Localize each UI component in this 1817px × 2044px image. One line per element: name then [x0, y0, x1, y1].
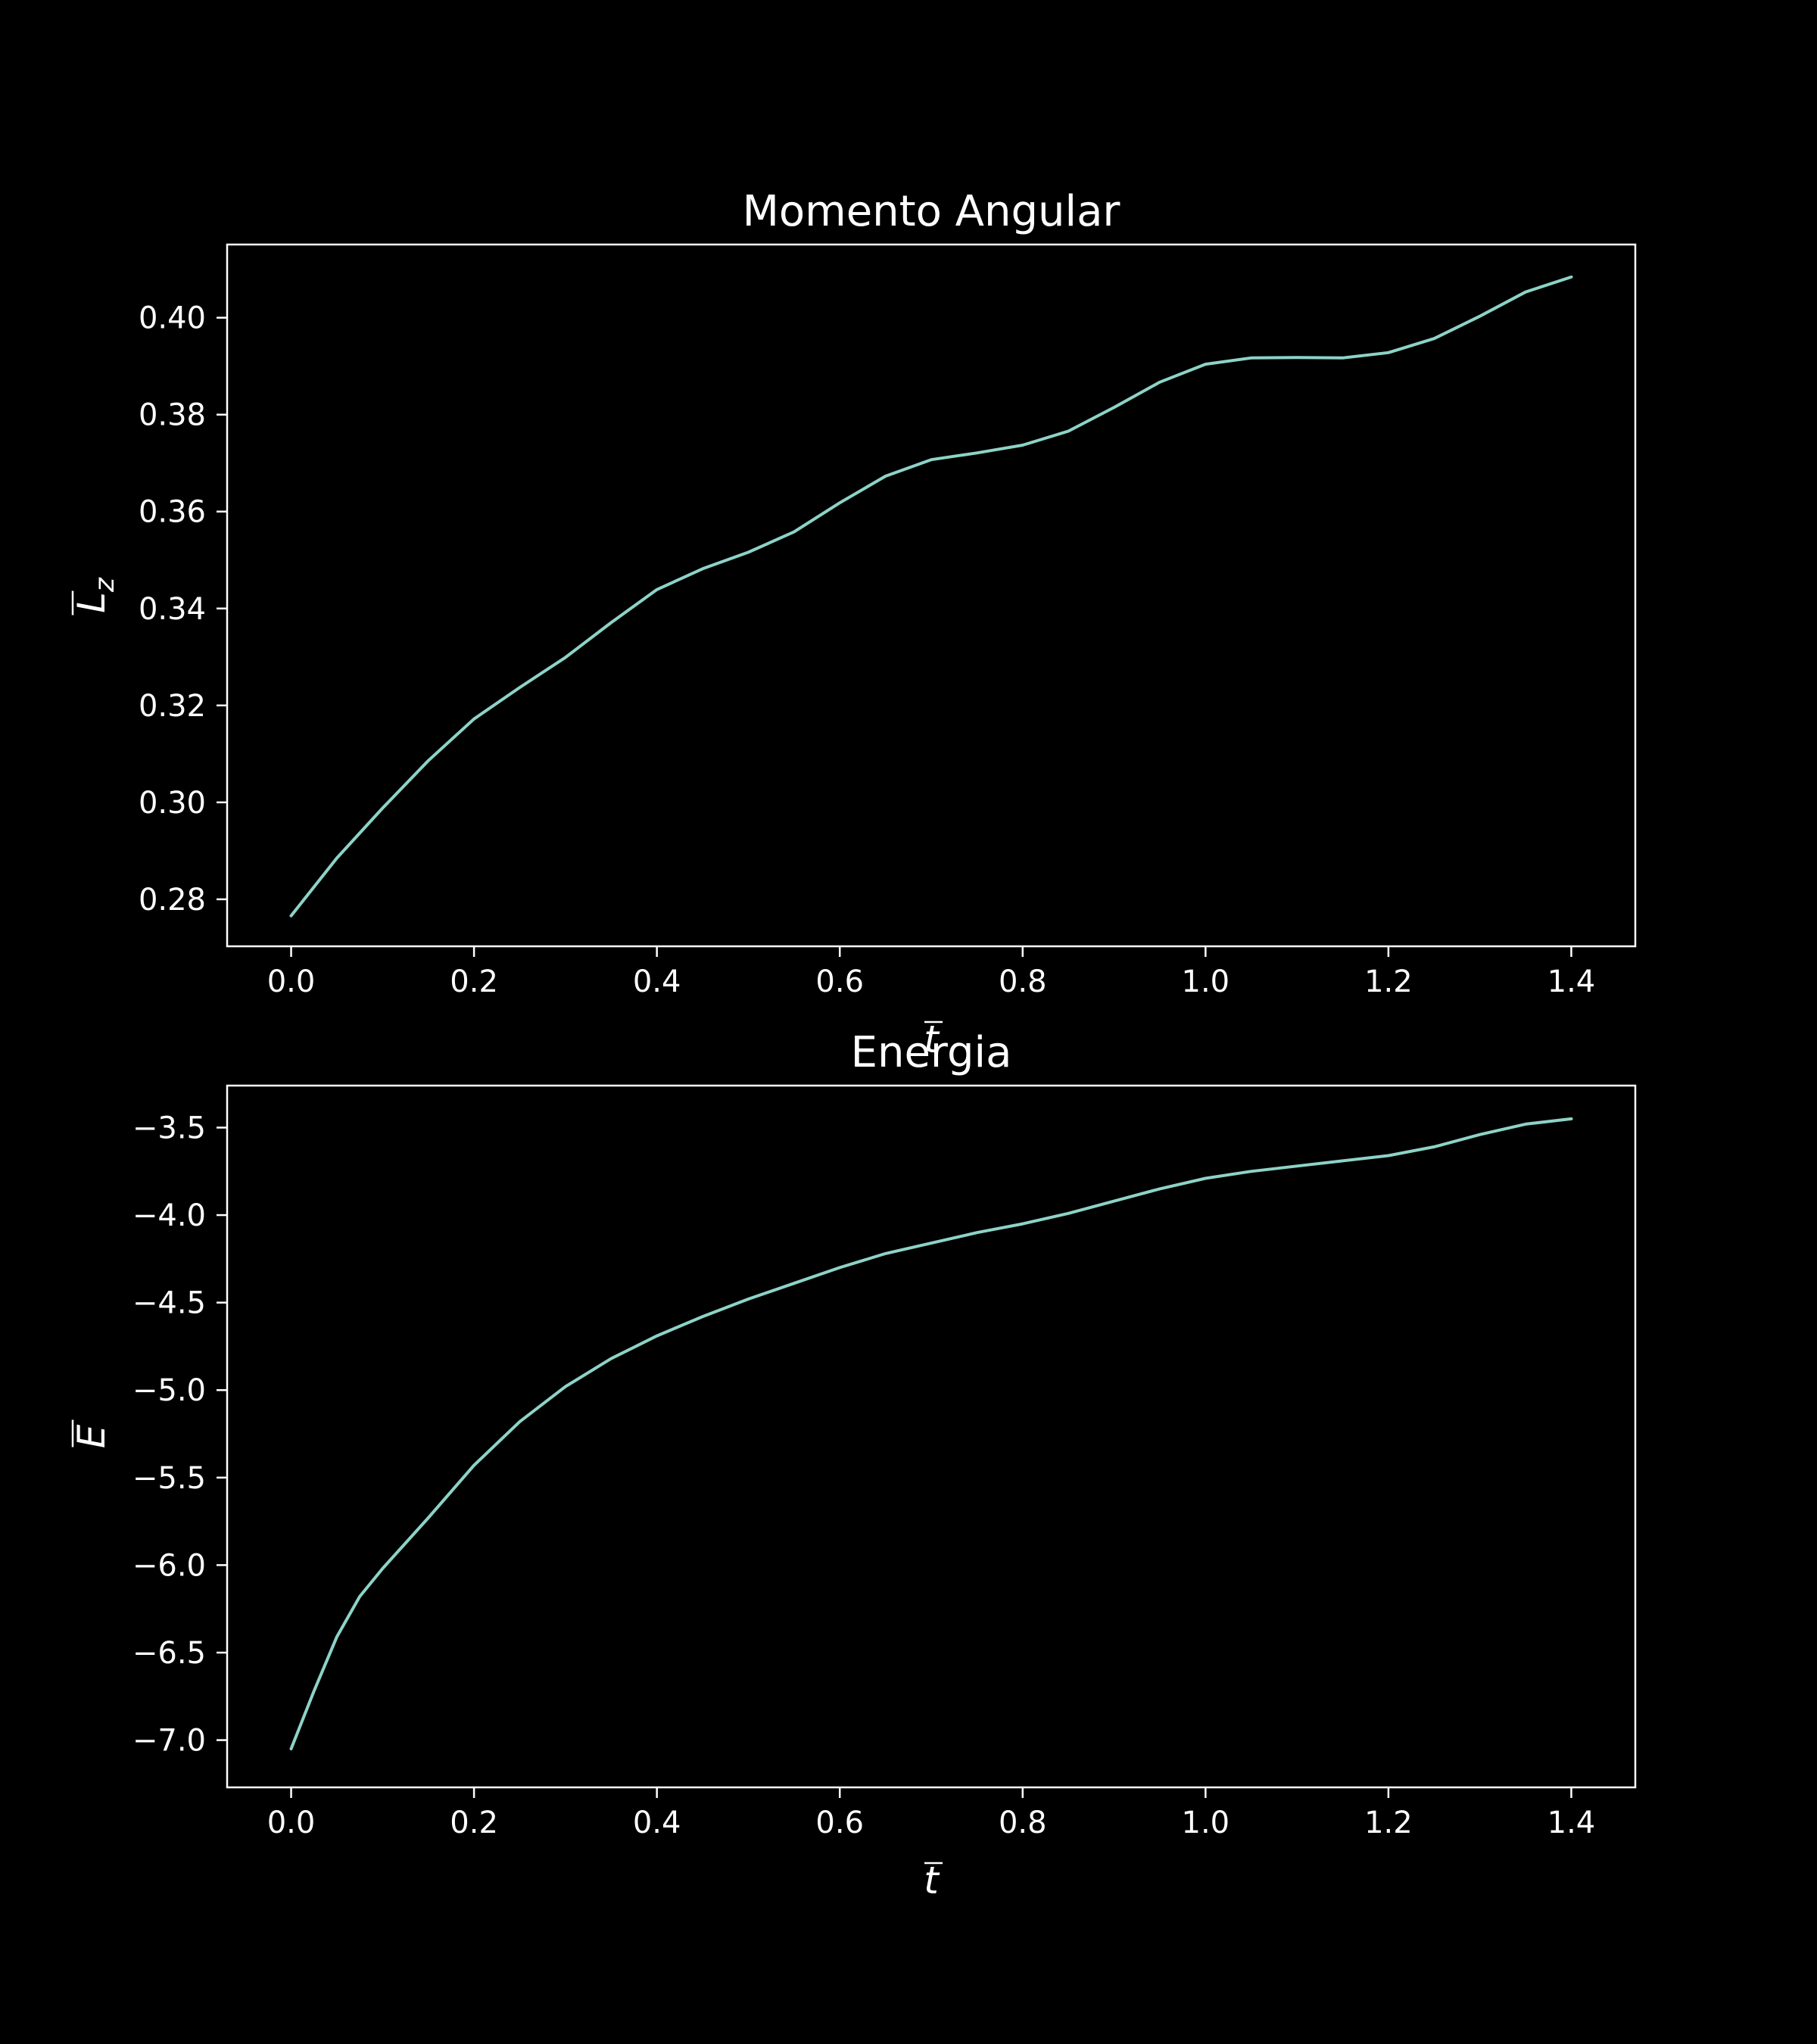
- energy-x-axis-label: t: [924, 1859, 940, 1902]
- energy-chart: Energia 0.0 0.2 0.4 0.6 0.8 1.0 1.2 1.4 −7.0 −6.5 −…: [70, 1028, 1637, 1902]
- energy-title: Energia: [851, 1028, 1012, 1077]
- energy-y-tick-label: −3.5: [132, 1111, 206, 1145]
- energy-series-line: [289, 1117, 1573, 1751]
- lz-x-tick-label: 1.2: [1364, 964, 1413, 999]
- energy-x-tick-label: 1.4: [1547, 1806, 1596, 1840]
- lz-plot-frame: [226, 243, 1637, 948]
- energy-y-tick-label: −5.0: [132, 1373, 206, 1408]
- energy-x-tick-label: 0.6: [815, 1806, 864, 1840]
- energy-y-tick-label: −6.5: [132, 1636, 206, 1671]
- chart-root: Momento Angular 0.0 0.2 0.4 0.6 0.8 1.0 1.2 1.4 0…: [70, 187, 1637, 1902]
- energy-y-axis-label-main: E: [70, 1424, 114, 1448]
- energy-y-tick-label: −4.0: [132, 1198, 206, 1233]
- lz-title: Momento Angular: [743, 187, 1121, 236]
- lz-chart: Momento Angular 0.0 0.2 0.4 0.6 0.8 1.0 1.2 1.4 0…: [70, 187, 1637, 1061]
- lz-x-axis-label: t: [924, 1017, 940, 1061]
- lz-x-tick-label: 0.4: [633, 964, 681, 999]
- energy-x-tick-label: 0.0: [267, 1806, 316, 1840]
- lz-y-axis-label-group: Lz: [70, 577, 120, 615]
- lz-y-axis-label-subscript: z: [89, 577, 120, 593]
- lz-y-axis-label-main: L: [70, 592, 114, 613]
- energy-y-tick-label: −5.5: [132, 1461, 206, 1496]
- energy-x-tick-label: 1.2: [1364, 1806, 1413, 1840]
- lz-y-tick-label: 0.28: [139, 883, 206, 918]
- energy-y-axis-label-group: E: [70, 1419, 114, 1448]
- lz-x-tick-label: 0.8: [999, 964, 1047, 999]
- lz-x-tick-label: 1.0: [1182, 964, 1230, 999]
- energy-x-tick-label: 0.4: [633, 1806, 681, 1840]
- energy-plot-frame: [226, 1084, 1637, 1789]
- lz-x-tick-label: 0.6: [815, 964, 864, 999]
- lz-y-tick-label: 0.30: [139, 786, 206, 821]
- lz-y-tick-label: 0.38: [139, 398, 206, 433]
- energy-x-tick-label: 1.0: [1182, 1806, 1230, 1840]
- lz-x-tick-label: 0.2: [450, 964, 498, 999]
- energy-x-tick-label: 0.2: [450, 1806, 498, 1840]
- lz-y-tick-label: 0.34: [139, 592, 206, 627]
- lz-y-axis-label: Lz: [70, 577, 120, 613]
- energy-x-tick-label: 0.8: [999, 1806, 1047, 1840]
- lz-y-tick-label: 0.36: [139, 495, 206, 530]
- lz-series-line: [289, 275, 1573, 918]
- lz-x-tick-label: 0.0: [267, 964, 316, 999]
- energy-y-axis-label: E: [70, 1424, 114, 1448]
- lz-y-tick-label: 0.40: [139, 301, 206, 336]
- lz-x-tick-label: 1.4: [1547, 964, 1596, 999]
- energy-y-tick-label: −4.5: [132, 1286, 206, 1321]
- energy-y-tick-label: −7.0: [132, 1724, 206, 1759]
- energy-y-tick-label: −6.0: [132, 1548, 206, 1583]
- lz-y-tick-label: 0.32: [139, 689, 206, 724]
